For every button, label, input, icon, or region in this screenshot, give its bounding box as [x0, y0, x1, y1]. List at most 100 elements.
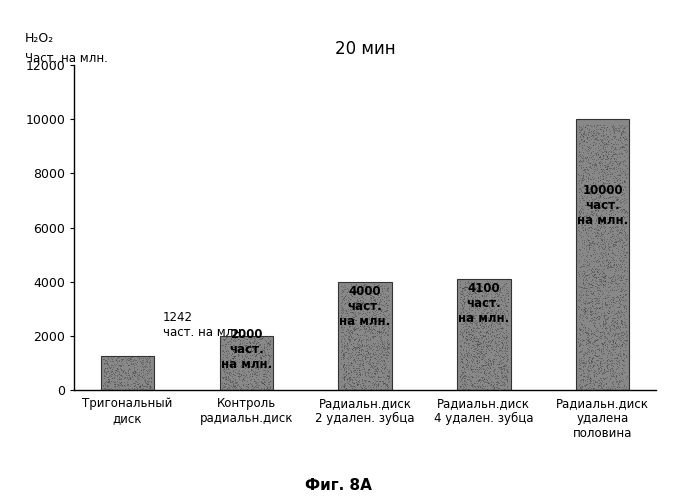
Point	[498, 328, 508, 336]
Point	[461, 344, 472, 351]
Point	[465, 282, 476, 290]
Point	[498, 334, 508, 342]
Point	[349, 316, 360, 324]
Point	[118, 366, 129, 374]
Point	[573, 245, 584, 253]
Point	[354, 376, 364, 384]
Point	[612, 308, 623, 316]
Point	[579, 166, 590, 173]
Point	[589, 131, 600, 139]
Point	[501, 279, 512, 287]
Point	[458, 326, 469, 334]
Point	[460, 347, 471, 355]
Point	[379, 339, 389, 347]
Point	[614, 296, 625, 304]
Point	[356, 358, 366, 366]
Point	[593, 232, 604, 240]
Point	[600, 319, 610, 327]
Point	[614, 136, 625, 143]
Point	[608, 316, 619, 324]
Point	[610, 174, 621, 182]
Point	[218, 350, 228, 358]
Point	[469, 383, 480, 391]
Point	[619, 350, 629, 358]
Point	[612, 223, 623, 231]
Point	[614, 152, 625, 160]
Point	[146, 377, 157, 385]
Point	[619, 212, 629, 220]
Point	[579, 323, 590, 331]
Point	[600, 258, 611, 266]
Point	[577, 335, 587, 343]
Point	[348, 287, 359, 295]
Point	[457, 286, 468, 294]
Point	[463, 302, 474, 310]
Point	[577, 226, 588, 234]
Point	[621, 140, 631, 148]
Point	[139, 382, 149, 390]
Point	[612, 176, 623, 184]
Point	[605, 192, 616, 200]
Point	[583, 324, 594, 332]
Point	[374, 294, 385, 302]
Point	[607, 293, 618, 301]
Point	[489, 372, 500, 380]
Point	[262, 345, 272, 353]
Point	[364, 346, 375, 354]
Point	[602, 385, 612, 393]
Point	[587, 202, 598, 210]
Point	[370, 348, 381, 356]
Point	[498, 373, 508, 381]
Point	[581, 186, 592, 194]
Point	[591, 332, 602, 340]
Point	[364, 291, 375, 299]
Point	[375, 328, 385, 336]
Point	[600, 298, 610, 306]
Point	[468, 314, 479, 322]
Point	[596, 138, 607, 146]
Point	[383, 321, 393, 329]
Point	[223, 360, 234, 368]
Point	[575, 154, 586, 162]
Point	[608, 340, 619, 348]
Point	[606, 236, 617, 244]
Point	[583, 360, 594, 368]
Point	[575, 204, 586, 212]
Point	[617, 150, 627, 158]
Point	[612, 226, 623, 234]
Point	[598, 217, 608, 225]
Point	[364, 326, 375, 334]
Point	[340, 306, 351, 314]
Point	[604, 336, 615, 344]
Point	[621, 212, 632, 220]
Point	[585, 152, 596, 160]
Point	[119, 384, 130, 392]
Point	[352, 292, 363, 300]
Point	[257, 350, 268, 358]
Point	[463, 339, 474, 347]
Point	[491, 383, 502, 391]
Point	[619, 128, 629, 136]
Point	[144, 368, 155, 376]
Point	[592, 136, 603, 144]
Point	[619, 304, 630, 312]
Point	[594, 304, 604, 312]
Point	[617, 195, 627, 203]
Point	[592, 335, 603, 343]
Point	[499, 282, 510, 290]
Point	[602, 283, 613, 291]
Point	[354, 344, 364, 352]
Point	[462, 312, 473, 320]
Point	[345, 327, 356, 335]
Point	[492, 325, 503, 333]
Point	[359, 282, 370, 290]
Point	[347, 302, 358, 310]
Point	[220, 340, 231, 347]
Point	[619, 152, 629, 160]
Point	[608, 203, 619, 211]
Point	[589, 372, 600, 380]
Point	[370, 312, 381, 320]
Point	[479, 352, 490, 360]
Point	[612, 207, 623, 215]
Point	[581, 349, 592, 357]
